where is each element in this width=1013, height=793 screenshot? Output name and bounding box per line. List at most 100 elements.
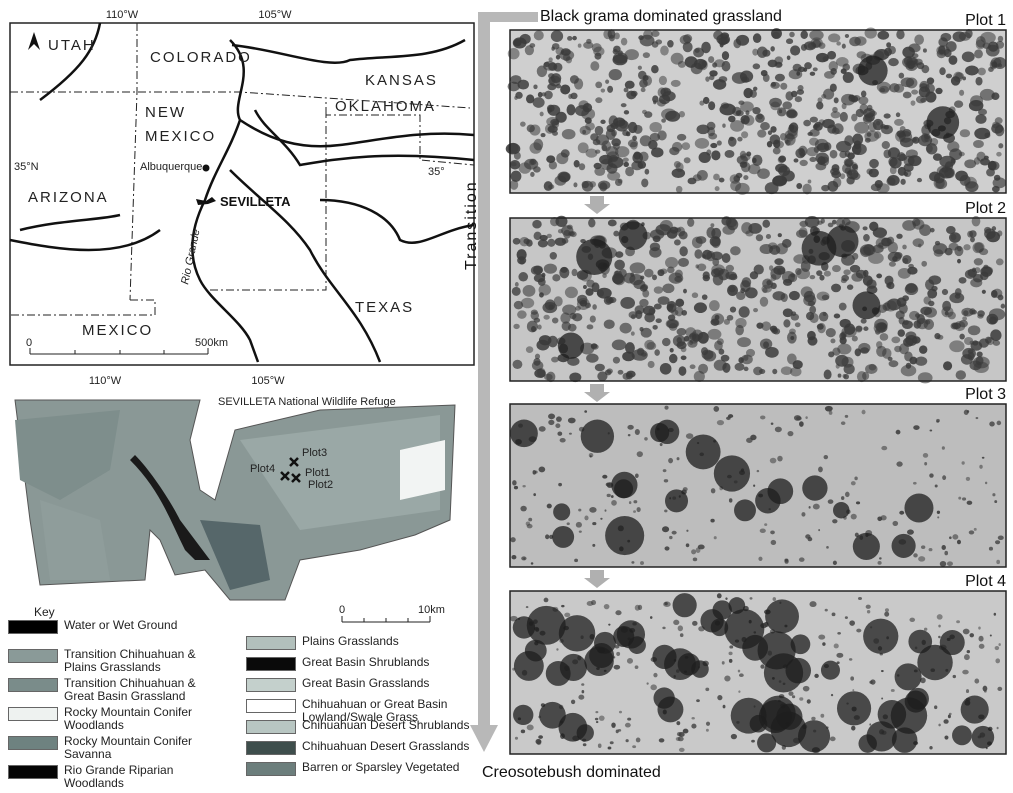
vegetation <box>623 162 629 167</box>
vegetation <box>968 352 975 360</box>
vegetation <box>858 96 868 104</box>
key-item: Rio Grande Riparian Woodlands <box>8 764 224 790</box>
vegetation <box>834 97 839 103</box>
vegetation <box>760 297 768 307</box>
vegetation <box>967 501 973 505</box>
vegetation <box>599 182 607 191</box>
key: Key Water or Wet GroundTransition Chihua… <box>8 605 488 790</box>
vegetation <box>810 72 815 76</box>
vegetation <box>615 251 623 258</box>
state-label: KANSAS <box>365 72 438 89</box>
vegetation <box>640 561 644 565</box>
vegetation <box>624 110 629 114</box>
vegetation <box>844 158 854 166</box>
vegetation <box>560 438 566 443</box>
vegetation <box>891 689 895 692</box>
key-item: Water or Wet Ground <box>8 619 224 634</box>
vegetation <box>725 597 727 600</box>
vegetation <box>824 271 831 277</box>
key-swatch <box>246 657 296 671</box>
vegetation <box>694 249 702 258</box>
vegetation <box>831 694 833 696</box>
vegetation <box>651 65 659 73</box>
vegetation <box>905 283 917 293</box>
vegetation <box>710 519 714 523</box>
vegetation <box>510 537 515 542</box>
vegetation <box>638 66 642 70</box>
vegetation <box>739 673 744 677</box>
vegetation <box>574 559 578 563</box>
vegetation <box>946 226 956 234</box>
vegetation <box>735 325 744 335</box>
shrub <box>798 720 830 752</box>
vegetation <box>602 475 607 479</box>
vegetation <box>598 744 602 748</box>
vegetation <box>729 498 733 502</box>
vegetation <box>851 481 856 485</box>
vegetation <box>862 372 869 380</box>
vegetation <box>678 732 684 737</box>
vegetation <box>992 493 995 496</box>
vegetation <box>708 56 714 63</box>
vegetation <box>783 279 792 286</box>
vegetation <box>635 473 639 478</box>
vegetation <box>686 433 693 439</box>
vegetation <box>572 313 582 321</box>
vegetation <box>561 605 564 607</box>
vegetation <box>856 629 861 633</box>
vegetation <box>730 120 744 132</box>
vegetation <box>898 329 905 337</box>
vegetation <box>854 477 857 481</box>
shrub <box>961 696 989 724</box>
vegetation <box>881 697 883 699</box>
vegetation <box>612 340 627 351</box>
vegetation <box>880 515 886 520</box>
vegetation <box>992 186 1000 192</box>
vegetation <box>560 313 570 324</box>
vegetation <box>856 501 860 504</box>
vegetation <box>552 317 559 323</box>
vegetation <box>722 51 729 60</box>
vegetation <box>641 88 646 93</box>
key-swatch <box>8 649 58 663</box>
vegetation <box>669 354 677 363</box>
vegetation <box>861 90 866 97</box>
shrub <box>665 489 688 512</box>
vegetation <box>519 162 532 173</box>
key-item: Rocky Mountain Conifer Savanna <box>8 735 224 761</box>
vegetation <box>775 427 782 433</box>
vegetation <box>944 551 948 555</box>
vegetation <box>869 364 877 371</box>
vegetation <box>570 75 579 84</box>
vegetation <box>811 717 815 721</box>
vegetation <box>775 56 783 64</box>
vegetation <box>771 423 774 425</box>
vegetation <box>962 670 968 675</box>
vegetation <box>654 304 662 310</box>
vegetation <box>770 46 774 51</box>
vegetation <box>627 425 633 430</box>
vegetation <box>656 39 662 44</box>
key-label: Plains Grasslands <box>302 635 492 648</box>
vegetation <box>771 540 777 545</box>
vegetation <box>666 319 679 329</box>
vegetation <box>863 226 868 230</box>
vegetation <box>604 320 615 329</box>
vegetation <box>628 434 631 436</box>
vegetation <box>879 557 882 559</box>
vegetation <box>592 522 596 525</box>
vegetation <box>770 530 775 534</box>
vegetation <box>632 135 637 140</box>
vegetation <box>791 91 798 97</box>
vegetation <box>983 43 991 49</box>
vegetation <box>595 718 598 721</box>
vegetation <box>805 416 807 419</box>
vegetation <box>863 244 874 255</box>
vegetation <box>687 340 697 348</box>
vegetation <box>841 421 846 425</box>
vegetation <box>913 320 921 328</box>
vegetation <box>510 180 518 190</box>
vegetation <box>761 285 772 293</box>
vegetation <box>711 313 724 325</box>
vegetation <box>692 621 697 626</box>
